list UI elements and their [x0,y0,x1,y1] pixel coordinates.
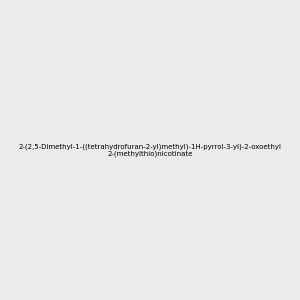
Text: 2-(2,5-Dimethyl-1-((tetrahydrofuran-2-yl)methyl)-1H-pyrrol-3-yl)-2-oxoethyl 2-(m: 2-(2,5-Dimethyl-1-((tetrahydrofuran-2-yl… [19,143,281,157]
